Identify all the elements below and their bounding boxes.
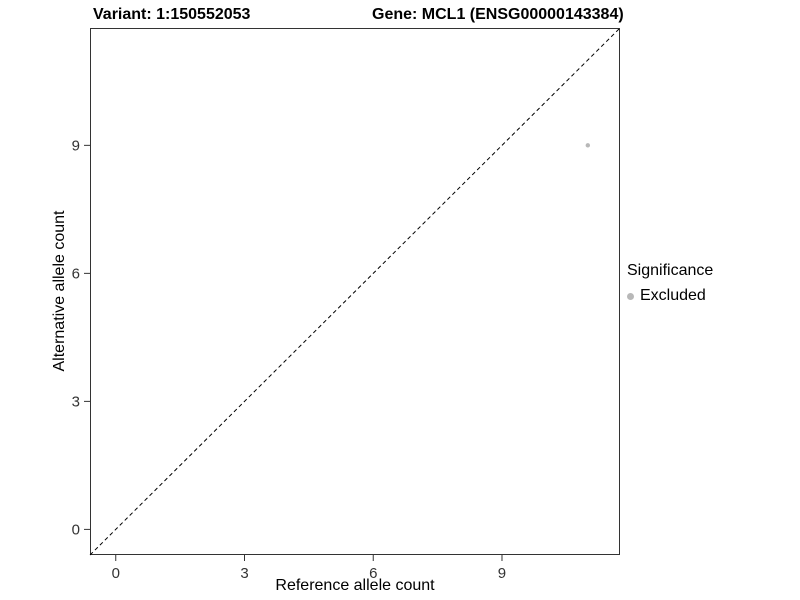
legend-item-label: Excluded <box>640 287 706 304</box>
scatter-plot: 0 3 6 9 0 3 6 9 <box>72 27 621 582</box>
y-tick-label: 0 <box>72 521 80 538</box>
x-tick-label: 0 <box>112 565 120 582</box>
plot-title-gene: Gene: MCL1 (ENSG00000143384) <box>372 6 624 23</box>
y-tick-label: 3 <box>72 393 80 410</box>
y-axis-title: Alternative allele count <box>51 210 68 372</box>
x-tick-label: 6 <box>369 565 377 582</box>
plot-panel: 0 3 6 9 0 3 6 9 <box>72 27 621 582</box>
legend-point-icon <box>627 292 634 300</box>
data-point <box>585 143 591 148</box>
identity-reference-line <box>89 27 621 556</box>
legend-item-excluded: Excluded <box>627 287 713 305</box>
plot-title-variant: Variant: 1:150552053 <box>93 6 251 23</box>
x-tick-label: 3 <box>240 565 248 582</box>
x-axis-title: Reference allele count <box>275 577 435 594</box>
y-tick-label: 6 <box>72 265 80 282</box>
legend: Significance Excluded <box>627 262 713 305</box>
y-tick-label: 9 <box>72 137 80 154</box>
panel-border <box>90 28 620 555</box>
x-tick-label: 9 <box>498 565 506 582</box>
legend-title: Significance <box>627 262 714 279</box>
